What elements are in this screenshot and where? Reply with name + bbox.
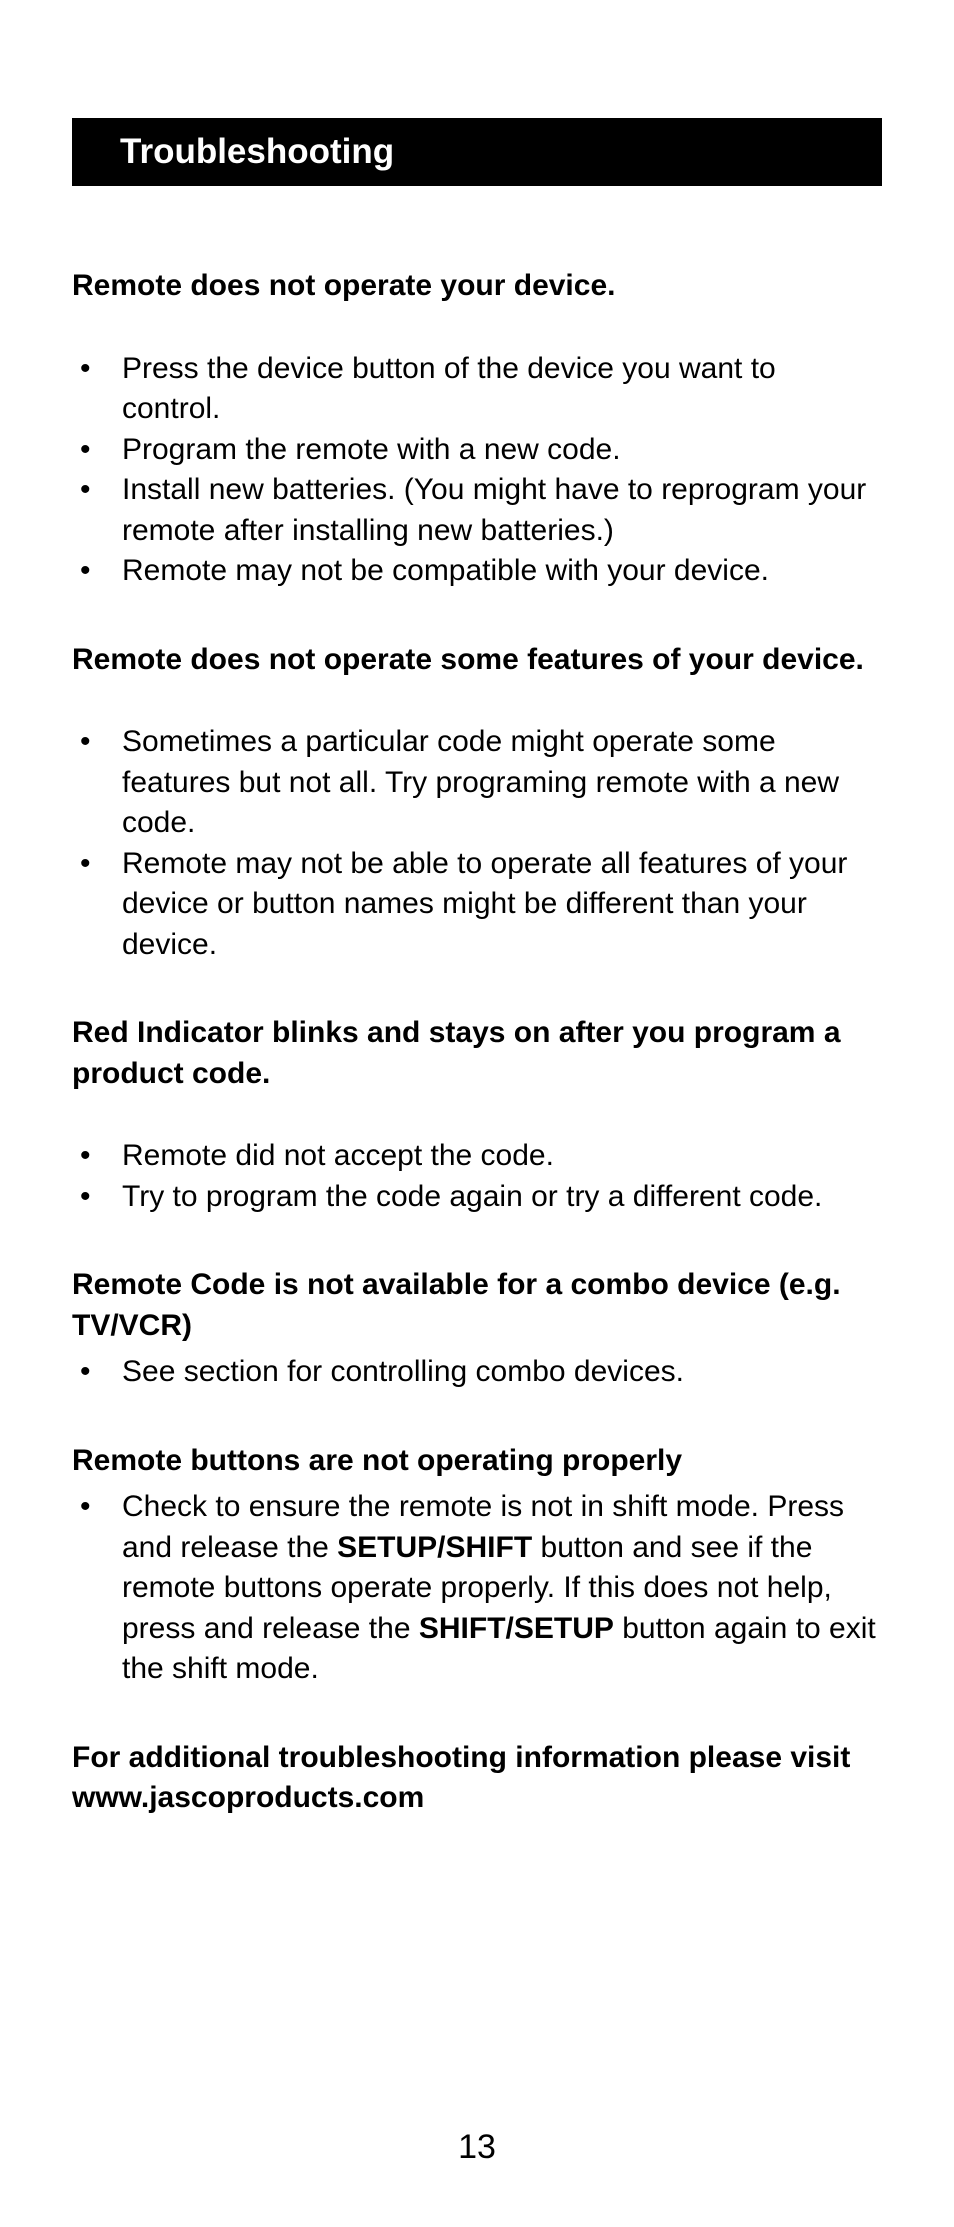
list-item: Press the device button of the device yo… [72,349,882,430]
list-item: Program the remote with a new code. [72,430,882,471]
page-title: Troubleshooting [120,132,394,171]
bold-text: SETUP/SHIFT [337,1531,532,1564]
list-item: Check to ensure the remote is not in shi… [72,1487,882,1690]
page-number: 13 [0,2128,954,2167]
section-heading: Remote does not operate your device. [72,266,882,307]
list-item: See section for controlling combo device… [72,1352,882,1393]
section-heading: Red Indicator blinks and stays on after … [72,1013,882,1094]
bullet-list: See section for controlling combo device… [72,1352,882,1393]
bold-text: SHIFT/SETUP [419,1612,614,1645]
section-heading: Remote Code is not available for a combo… [72,1265,882,1346]
bullet-list: Remote did not accept the code. Try to p… [72,1136,882,1217]
section-heading: Remote buttons are not operating properl… [72,1441,882,1482]
list-item: Remote may not be able to operate all fe… [72,844,882,966]
footer-note: For additional troubleshooting informati… [72,1738,882,1819]
page-title-bar: Troubleshooting [72,118,882,186]
section-heading: Remote does not operate some features of… [72,640,882,681]
bullet-list: Check to ensure the remote is not in shi… [72,1487,882,1690]
list-item: Sometimes a particular code might operat… [72,722,882,844]
bullet-list: Sometimes a particular code might operat… [72,722,882,965]
list-item: Try to program the code again or try a d… [72,1177,882,1218]
list-item: Remote did not accept the code. [72,1136,882,1177]
list-item: Install new batteries. (You might have t… [72,470,882,551]
bullet-list: Press the device button of the device yo… [72,349,882,592]
list-item: Remote may not be compatible with your d… [72,551,882,592]
document-page: Troubleshooting Remote does not operate … [0,0,954,1819]
